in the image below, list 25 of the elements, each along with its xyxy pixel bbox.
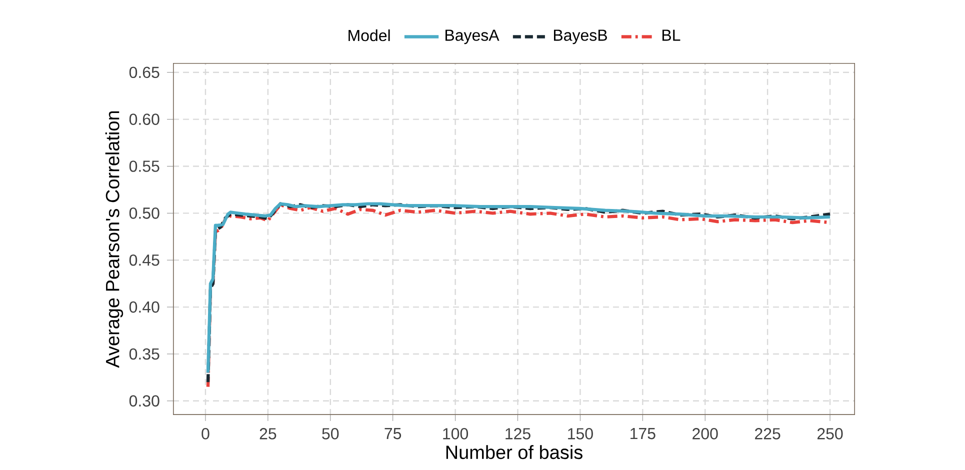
y-tick-label: 0.45 [129,254,160,266]
x-tick-label: 50 [322,428,339,440]
x-tick-label: 125 [506,428,530,440]
x-axis-title: Number of basis [446,445,582,460]
y-tick-label: 0.50 [129,208,160,219]
x-tick-label: 25 [260,428,276,440]
y-tick-label: 0.40 [129,301,160,313]
x-tick-label: 75 [384,428,402,440]
y-tick-label: 0.65 [129,66,160,78]
y-tick-label: 0.55 [129,160,160,172]
x-tick-label: 225 [755,428,780,440]
legend-label: BayesB [554,30,607,44]
x-tick-label: 0 [202,428,210,440]
x-tick-label: 250 [817,428,843,440]
x-tick-label: 100 [443,428,468,440]
x-tick-label: 175 [630,428,656,440]
y-tick-label: 0.60 [129,114,160,125]
x-tick-label: 150 [568,428,593,440]
legend-label: BL [662,30,680,41]
y-tick-label: 0.35 [129,348,160,360]
legend-title: Model [348,29,390,42]
x-tick-label: 200 [692,428,718,440]
y-tick-label: 0.30 [129,395,160,407]
y-axis-title: Average Pearson's Correlation [105,111,124,368]
legend-label: BayesA [446,30,500,44]
